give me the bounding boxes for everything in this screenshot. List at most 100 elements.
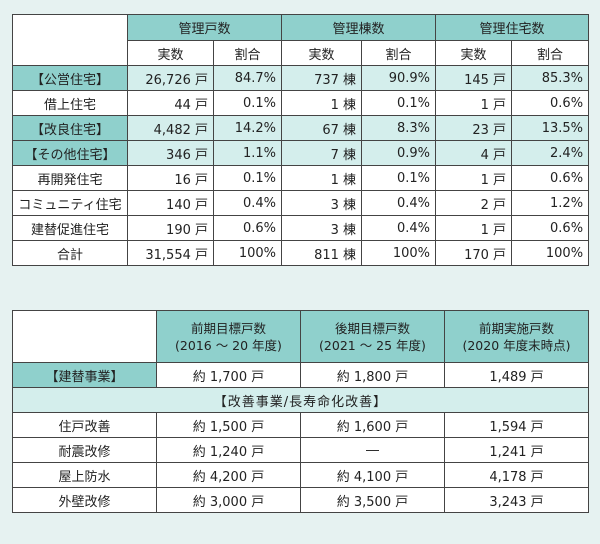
cell-value: 811 棟 [281,240,363,266]
cell-value: 8.3% [361,115,437,141]
cell-value: 0.1% [212,90,283,116]
cell-value: 1.1% [212,140,283,166]
cell-value: 0.1% [361,165,437,191]
cell-value: 16 戸 [127,165,214,191]
total-row: 合計 31,554 戸 100% 811 棟 100% 170 戸 100% [12,240,590,266]
cell-value: 140 戸 [127,190,214,216]
management-table: 管理戸数 管理棟数 管理住宅数 実数 割合 実数 割合 実数 割合 【公営住宅】… [12,14,590,266]
column-header-title: 前期実施戸数 [478,320,554,336]
cell-value: 170 戸 [435,240,513,266]
cell-value: 26,726 戸 [127,65,214,91]
cell-value: 14.2% [212,115,283,141]
table-row: 【公営住宅】 26,726 戸 84.7% 737 棟 90.9% 145 戸 … [12,65,590,91]
cell-value: 1,241 戸 [444,437,589,463]
cell-value: 0.6% [511,215,590,241]
cell-value: 0.9% [361,140,437,166]
cell-value: 約 1,800 戸 [300,362,445,388]
column-header-title: 後期目標戸数 [334,320,410,336]
header-row: 前期目標戸数 (2016 〜 20 年度) 後期目標戸数 (2021 〜 25 … [12,310,589,363]
section-header: 【改善事業/長寿命化改善】 [12,387,589,413]
cell-value: 31,554 戸 [127,240,214,266]
cell-value: 90.9% [361,65,437,91]
cell-value: 346 戸 [127,140,214,166]
cell-value: 0.6% [511,90,590,116]
table-row: 建替促進住宅 190 戸 0.6% 3 棟 0.4% 1 戸 0.6% [12,215,590,241]
group-header: 管理住宅数 [435,14,590,41]
cell-value: 1 戸 [435,90,513,116]
cell-value: 約 1,600 戸 [300,412,445,438]
cell-value: 約 1,700 戸 [156,362,301,388]
cell-value: 13.5% [511,115,590,141]
cell-value: 1.2% [511,190,590,216]
cell-value: 67 棟 [281,115,363,141]
cell-value: 1,594 戸 [444,412,589,438]
table-row: 耐震改修 約 1,240 戸 ― 1,241 戸 [12,437,589,463]
group-header: 管理棟数 [281,14,437,41]
header-row-groups: 管理戸数 管理棟数 管理住宅数 [12,14,590,66]
row-label: 【その他住宅】 [12,140,128,166]
row-label: 【改良住宅】 [12,115,128,141]
column-header-title: 前期目標戸数 [190,320,266,336]
corner-cell [12,14,128,66]
cell-value: 0.4% [361,215,437,241]
table-row: 外壁改修 約 3,000 戸 約 3,500 戸 3,243 戸 [12,487,589,513]
table-row: コミュニティ住宅 140 戸 0.4% 3 棟 0.4% 2 戸 1.2% [12,190,590,216]
row-label: 【公営住宅】 [12,65,128,91]
table-row: 借上住宅 44 戸 0.1% 1 棟 0.1% 1 戸 0.6% [12,90,590,116]
row-label: 耐震改修 [12,437,157,463]
column-header: 後期目標戸数 (2021 〜 25 年度) [300,310,445,363]
cell-value: 145 戸 [435,65,513,91]
cell-value: 1 棟 [281,165,363,191]
table-row: 屋上防水 約 4,200 戸 約 4,100 戸 4,178 戸 [12,462,589,488]
cell-value: 1,489 戸 [444,362,589,388]
cell-value: 2 戸 [435,190,513,216]
table-row: 住戸改善 約 1,500 戸 約 1,600 戸 1,594 戸 [12,412,589,438]
cell-value: 0.1% [212,165,283,191]
cell-value: 約 4,100 戸 [300,462,445,488]
column-header-period: (2016 〜 20 年度) [175,337,282,353]
cell-value: 23 戸 [435,115,513,141]
cell-value: 7 棟 [281,140,363,166]
group-header: 管理戸数 [126,14,283,41]
cell-value: 4,178 戸 [444,462,589,488]
row-label: 再開発住宅 [12,165,128,191]
renovation-plan-table: 前期目標戸数 (2016 〜 20 年度) 後期目標戸数 (2021 〜 25 … [12,310,589,513]
sub-header: 割合 [212,40,283,66]
sub-header: 実数 [127,40,214,66]
cell-value: 約 1,500 戸 [156,412,301,438]
cell-value: 4 戸 [435,140,513,166]
cell-value: 0.4% [361,190,437,216]
column-header-period: (2021 〜 25 年度) [319,337,426,353]
header-row-sub: 実数 割合 実数 割合 実数 割合 [13,40,590,66]
cell-value: 約 4,200 戸 [156,462,301,488]
cell-value: 85.3% [511,65,590,91]
table-row: 【改良住宅】 4,482 戸 14.2% 67 棟 8.3% 23 戸 13.5… [12,115,590,141]
row-label: 住戸改善 [12,412,157,438]
cell-value: 100% [212,240,283,266]
cell-value: 100% [361,240,437,266]
cell-value: ― [300,437,445,463]
cell-value: 4,482 戸 [127,115,214,141]
cell-value: 0.4% [212,190,283,216]
cell-value: 100% [511,240,590,266]
column-header: 前期目標戸数 (2016 〜 20 年度) [156,310,301,363]
table-row: 【その他住宅】 346 戸 1.1% 7 棟 0.9% 4 戸 2.4% [12,140,590,166]
cell-value: 190 戸 [127,215,214,241]
cell-value: 44 戸 [127,90,214,116]
cell-value: 約 3,500 戸 [300,487,445,513]
sub-header: 割合 [361,40,437,66]
section-row: 【改善事業/長寿命化改善】 [12,387,589,413]
column-header: 前期実施戸数 (2020 年度末時点) [444,310,589,363]
row-label: コミュニティ住宅 [12,190,128,216]
cell-value: 3,243 戸 [444,487,589,513]
row-label: 合計 [12,240,128,266]
sub-header: 実数 [281,40,363,66]
sub-header: 実数 [435,40,513,66]
row-label: 屋上防水 [12,462,157,488]
corner-cell [12,310,157,363]
row-label: 【建替事業】 [12,362,157,388]
row-label: 建替促進住宅 [12,215,128,241]
cell-value: 3 棟 [281,215,363,241]
cell-value: 約 1,240 戸 [156,437,301,463]
cell-value: 0.6% [212,215,283,241]
